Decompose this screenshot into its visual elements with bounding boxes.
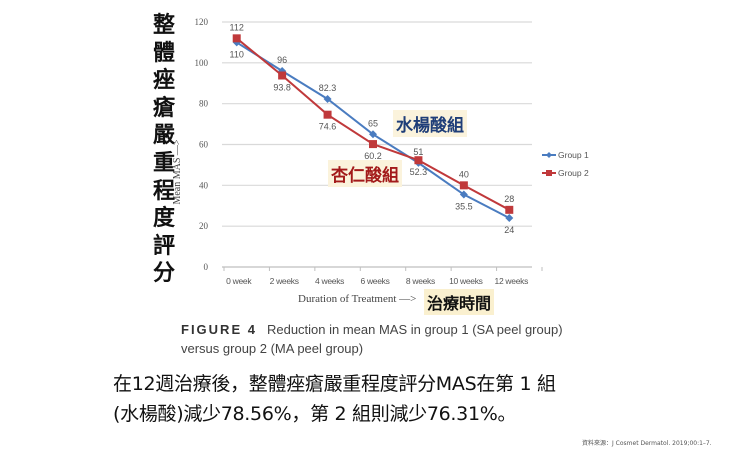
data-label: 28	[504, 194, 514, 204]
time-annotation: 治療時間	[424, 289, 495, 315]
y-axis-label: Mean MAS —>	[172, 139, 183, 204]
data-label: 51	[413, 147, 423, 157]
diamond-marker	[323, 94, 332, 103]
x-tick-label: 10 weeks	[449, 276, 483, 286]
summary-line1: 在12週治療後，整體痤瘡嚴重程度評分MAS在第 1 組	[113, 373, 556, 395]
diamond-marker	[369, 130, 377, 139]
diamond-marker	[505, 214, 514, 222]
title-char: 分	[152, 261, 175, 287]
square-marker	[232, 34, 241, 43]
group2-annotation: 杏仁酸組	[328, 160, 402, 187]
figure-caption: FIGURE 4 Reduction in mean MAS in group 1…	[181, 320, 563, 358]
diamond-marker	[459, 190, 468, 199]
data-label: 93.8	[273, 82, 291, 92]
data-label: 112	[230, 22, 244, 32]
y-tick-label: 20	[199, 221, 209, 231]
x-tick-label: 12 weeks	[495, 276, 529, 286]
vertical-chinese-title: 整 體 痤 瘡 嚴 重 程 度 評 分	[150, 12, 178, 288]
x-tick-label: 6 weeks	[360, 276, 389, 286]
data-labels: 110 96 82.3 65 51 35.5 24 112 93.8 74.6 60.2 52.3 40…	[230, 22, 515, 235]
group1-annotation: 水楊酸組	[393, 110, 467, 137]
legend-diamond-icon	[546, 152, 552, 158]
title-char: 體	[152, 40, 175, 66]
y-tick-label: 60	[199, 140, 209, 150]
line-chart: 0 20 40 60 80 100 120 0 week 2 weeks 4 weeks 6 we…	[172, 17, 589, 305]
square-marker	[459, 181, 468, 190]
y-axis-ticks: 0 20 40 60 80 100 120	[195, 17, 209, 272]
title-char: 程	[152, 178, 175, 204]
data-label: 74.6	[319, 122, 337, 132]
legend-label: Group 1	[558, 150, 589, 160]
square-marker	[505, 205, 514, 214]
title-char: 評	[152, 233, 175, 259]
summary-line2: (水楊酸)減少78.56%，第 2 組則減少76.31%。	[113, 403, 517, 425]
y-tick-label: 0	[204, 262, 209, 272]
square-marker	[278, 71, 287, 80]
x-tick-label: 2 weeks	[270, 276, 299, 286]
data-label: 82.3	[319, 83, 337, 93]
title-char: 痤	[152, 68, 175, 94]
figure-number: FIGURE 4	[181, 322, 257, 337]
data-label: 35.5	[455, 202, 473, 212]
chart-legend: Group 1 Group 2	[542, 150, 589, 178]
x-axis-label: Duration of Treatment —>	[298, 293, 416, 305]
x-tick-label: 4 weeks	[315, 276, 344, 286]
data-label: 65	[368, 118, 378, 128]
data-label: 110	[230, 49, 244, 59]
square-marker	[414, 156, 423, 165]
x-tick-label: 0 week	[226, 276, 252, 286]
square-marker	[369, 140, 377, 149]
data-label: 24	[504, 225, 514, 235]
y-tick-label: 80	[199, 99, 209, 109]
y-tick-label: 100	[195, 58, 209, 68]
y-tick-label: 120	[195, 17, 209, 27]
square-marker	[323, 110, 332, 119]
data-label: 40	[459, 169, 469, 179]
title-char: 整	[152, 13, 175, 38]
chart-series	[232, 34, 514, 222]
data-label: 52.3	[410, 167, 428, 177]
caption-line2: versus group 2 (MA peel group)	[181, 341, 364, 356]
title-char: 度	[152, 206, 175, 232]
y-tick-label: 40	[199, 180, 209, 190]
x-axis-ticks: 0 week 2 weeks 4 weeks 6 weeks 8 weeks 10 wee…	[226, 276, 528, 286]
title-char: 嚴	[152, 123, 175, 149]
data-label: 60.2	[364, 151, 382, 161]
data-label: 96	[277, 55, 287, 65]
title-char: 重	[152, 150, 175, 176]
source-citation: 資料來源：J Cosmet Dermatol. 2019;00:1–7.	[582, 440, 712, 447]
title-char: 瘡	[152, 95, 175, 121]
x-tick-label: 8 weeks	[406, 276, 435, 286]
legend-square-icon	[546, 170, 552, 176]
caption-line1: Reduction in mean MAS in group 1 (SA pee…	[266, 322, 563, 337]
group-1-line	[236, 41, 510, 219]
summary-text: 在12週治療後，整體痤瘡嚴重程度評分MAS在第 1 組 (水楊酸)減少78.56…	[113, 369, 556, 429]
legend-label: Group 2	[558, 168, 589, 178]
